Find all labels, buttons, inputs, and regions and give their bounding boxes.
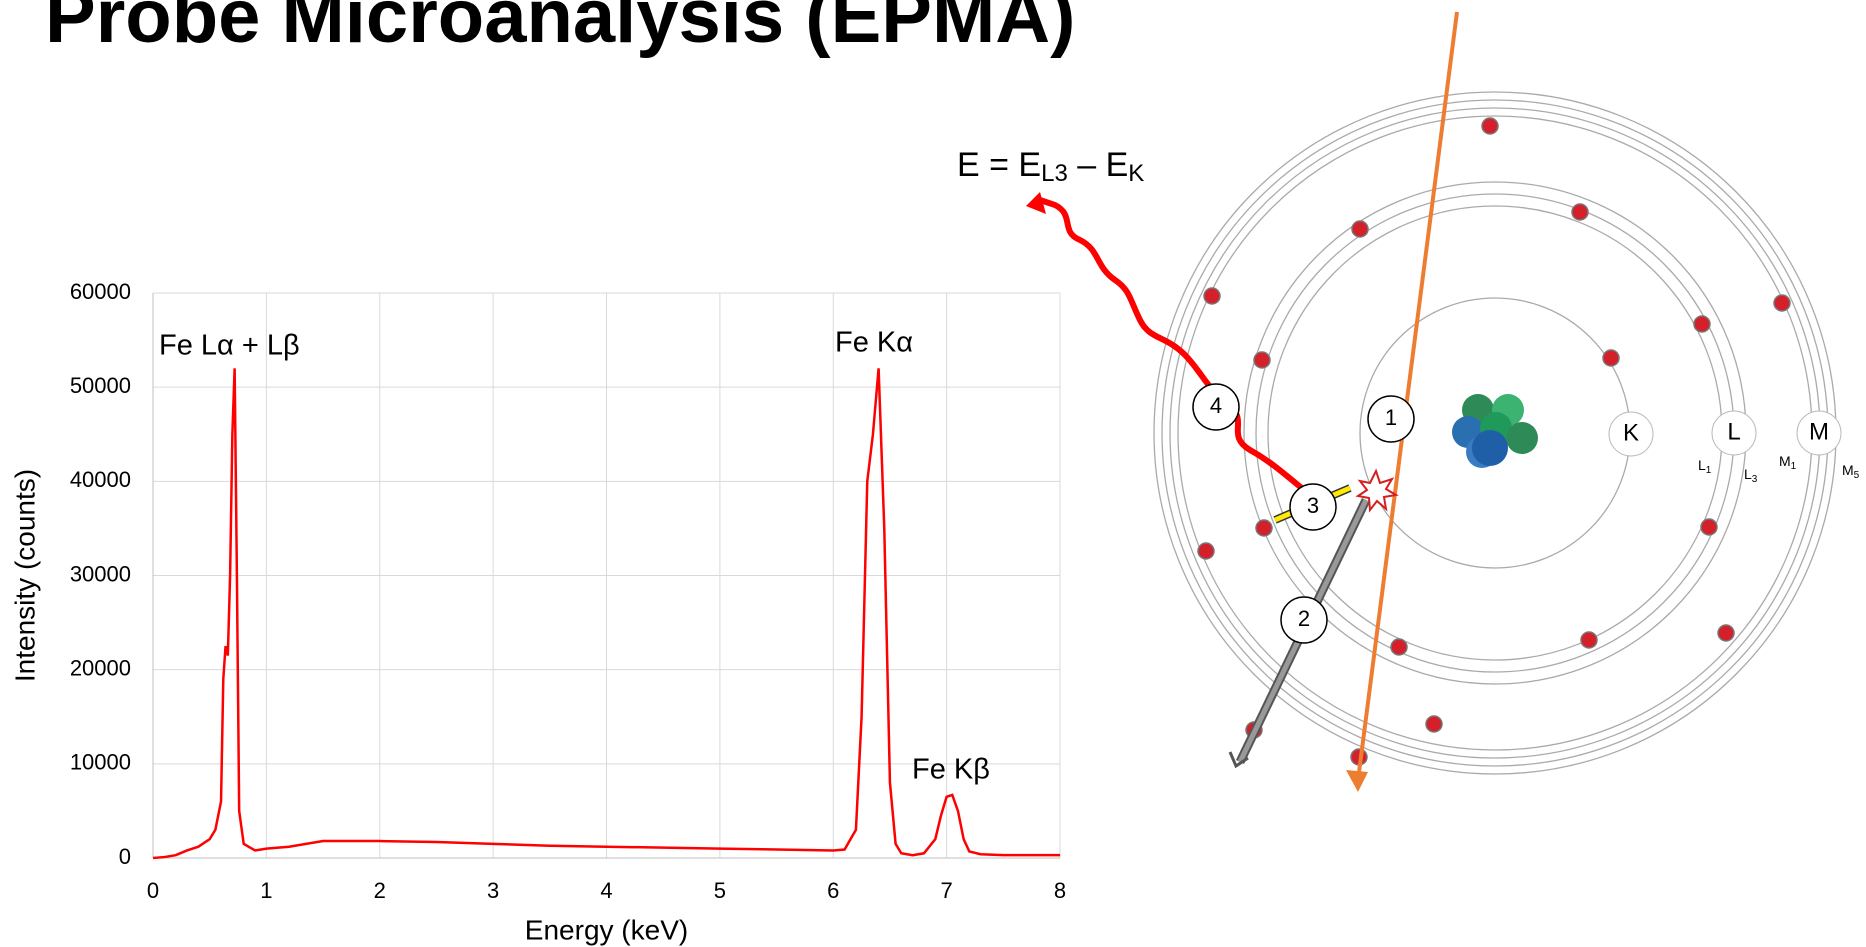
step-number: 4 [1210, 393, 1222, 418]
subshell-label: M1 [1779, 453, 1797, 472]
vacancy [1355, 468, 1399, 513]
xray-head [1026, 192, 1046, 214]
shell-badge [1608, 411, 1654, 457]
subshell-sub: 5 [1854, 470, 1860, 481]
subshell-label: M5 [1842, 462, 1860, 481]
y-tick-label: 60000 [70, 279, 131, 304]
y-axis-label: Intensity (counts) [9, 469, 40, 682]
shell-badge [1711, 410, 1757, 456]
equation-sub: K [1128, 160, 1144, 187]
y-tick-label: 40000 [70, 467, 131, 492]
peak-label: Fe Kβ [912, 754, 990, 786]
beam-head [1346, 770, 1368, 792]
arrow-head [1228, 751, 1249, 769]
step-number: 1 [1385, 405, 1397, 430]
subshell-main: M [1779, 453, 1791, 469]
y-tick-label: 10000 [70, 750, 131, 775]
step-badge [1367, 395, 1415, 443]
x-tick-label: 4 [600, 878, 612, 903]
x-tick-label: 5 [714, 878, 726, 903]
y-tick-label: 0 [119, 844, 131, 869]
slide-title: Probe Microanalysis (EPMA) [45, 0, 1076, 59]
x-tick-label: 1 [260, 878, 272, 903]
peak-label: Fe Lα + Lβ [159, 330, 300, 362]
subshell-main: L [1744, 466, 1752, 482]
chart: 0 10000 20000 30000 40000 50000 60000 0 1 2 3 4 5 6 7 8… [9, 279, 1066, 946]
equation-sub: L3 [1041, 160, 1068, 187]
x-tick-label: 0 [147, 878, 159, 903]
shell-label: K [1623, 419, 1639, 446]
subshell-main: L [1698, 457, 1706, 473]
x-tick-label: 7 [941, 878, 953, 903]
subshell-main: M [1842, 462, 1854, 478]
equation-part: E = E [957, 146, 1041, 184]
step-badge [1192, 383, 1240, 431]
spectrum-line [152, 368, 1060, 860]
peak-label: Fe Kα [835, 327, 913, 359]
beam [1356, 11, 1459, 781]
step-badge [1289, 483, 1337, 531]
step-number: 2 [1298, 606, 1310, 631]
subshell-label: L1 [1698, 457, 1712, 476]
shell-label: M [1809, 418, 1829, 445]
x-tick-label: 3 [487, 878, 499, 903]
subshell-sub: 3 [1752, 474, 1758, 485]
subshell-label: L3 [1744, 466, 1758, 485]
shell-badge [1796, 410, 1842, 456]
x-tick-label: 2 [374, 878, 386, 903]
equation: E = EL3 – EK [957, 146, 1144, 187]
nucleus [1452, 394, 1538, 468]
step-number: 3 [1307, 493, 1319, 518]
xray [1039, 197, 1306, 493]
step-badge [1280, 596, 1328, 644]
shell-label: L [1727, 418, 1740, 445]
subshell-sub: 1 [1791, 461, 1797, 472]
y-tick-label: 30000 [70, 561, 131, 586]
subshell-sub: 1 [1706, 465, 1712, 476]
x-tick-label: 8 [1054, 878, 1066, 903]
equation-part: – E [1068, 146, 1128, 184]
x-tick-label: 6 [827, 878, 839, 903]
y-tick-label: 20000 [70, 655, 131, 680]
y-tick-label: 50000 [70, 373, 131, 398]
x-axis-label: Energy (keV) [525, 914, 688, 945]
